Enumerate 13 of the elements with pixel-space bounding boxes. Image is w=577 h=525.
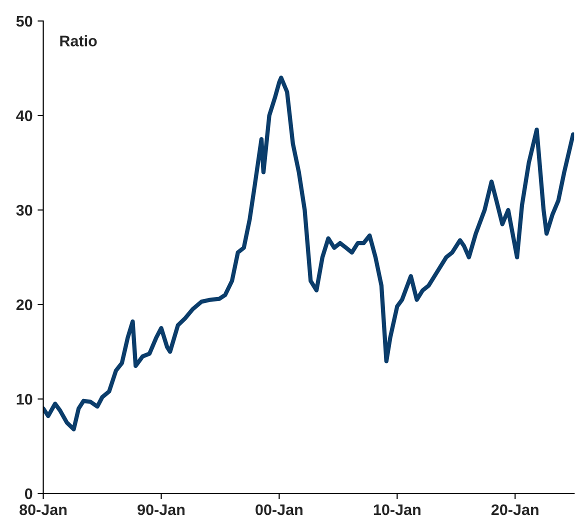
y-tick-label: 30 [16,204,32,216]
y-tick-label: 0 [24,488,32,500]
line-series [43,76,574,432]
x-tick-label: 90-Jan [138,504,185,516]
x-tick-label: 10-Jan [374,504,420,516]
x-tick-label: 80-Jan [20,504,67,516]
y-tick-label: 40 [16,110,32,122]
x-tick-label: 00-Jan [256,504,302,516]
x-tick-label: 20-Jan [491,504,538,516]
y-tick-label: 50 [16,16,32,27]
y-axis-title: Ratio [60,35,97,46]
y-tick-label: 10 [16,394,32,405]
y-tick-label: 20 [16,299,32,310]
